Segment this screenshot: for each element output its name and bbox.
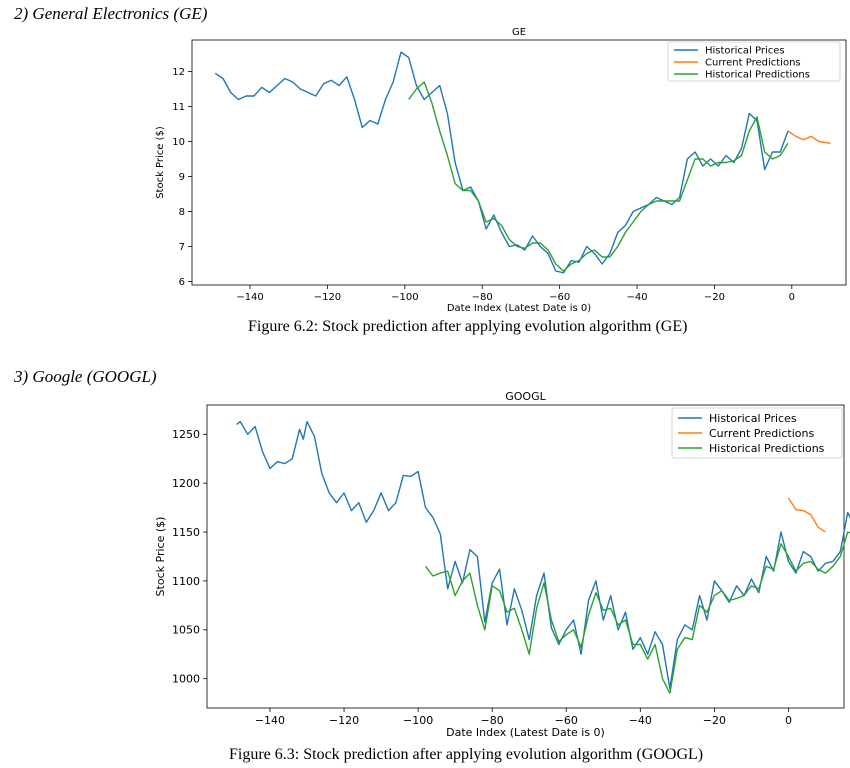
- y-tick-label: 1000: [172, 673, 200, 686]
- series-line-2: [424, 531, 850, 694]
- y-tick-label: 8: [179, 207, 185, 218]
- x-tick-label: −120: [314, 292, 341, 303]
- x-tick-label: −120: [329, 714, 359, 727]
- series-line-2: [408, 81, 789, 272]
- x-tick-label: 0: [789, 292, 795, 303]
- x-tick-label: −60: [549, 292, 570, 303]
- series-line-1: [787, 497, 826, 533]
- x-tick-label: −40: [629, 714, 652, 727]
- y-tick-label: 6: [179, 277, 185, 288]
- y-tick-label: 1050: [172, 624, 200, 637]
- x-tick-label: 0: [785, 714, 792, 727]
- section-heading-ge: 2) General Electronics (GE): [14, 4, 208, 23]
- y-tick-label: 10: [172, 137, 185, 148]
- y-tick-label: 9: [179, 172, 185, 183]
- legend-box: [671, 407, 843, 459]
- section-heading-googl: 3) Google (GOOGL): [14, 367, 157, 386]
- legend-label: Current Predictions: [709, 427, 814, 440]
- x-tick-label: −20: [704, 292, 725, 303]
- x-tick-label: −140: [236, 292, 263, 303]
- plot-frame: [206, 404, 845, 709]
- figure-caption-ge: Figure 6.2: Stock prediction after apply…: [248, 318, 688, 335]
- series-line-1: [787, 130, 831, 144]
- x-tick-label: −80: [472, 292, 493, 303]
- legend-label: Current Predictions: [705, 58, 801, 69]
- x-tick-label: −40: [626, 292, 647, 303]
- series-line-0: [214, 51, 789, 274]
- y-tick-label: 1150: [172, 526, 200, 539]
- y-tick-label: 1100: [172, 575, 200, 588]
- x-tick-label: −100: [403, 714, 433, 727]
- y-tick-label: 1250: [172, 428, 200, 441]
- x-tick-label: −60: [555, 714, 578, 727]
- plot-frame: [191, 39, 847, 286]
- legend-label: Historical Predictions: [709, 442, 825, 455]
- figure-caption-googl: Figure 6.3: Stock prediction after apply…: [229, 746, 704, 763]
- x-axis-label: Date Index (Latest Date is 0): [447, 303, 591, 314]
- chart-title: GE: [512, 27, 526, 38]
- y-tick-label: 11: [172, 102, 185, 113]
- legend-label: Historical Predictions: [705, 70, 810, 81]
- y-tick-label: 12: [172, 67, 185, 78]
- x-tick-label: −20: [703, 714, 726, 727]
- googl-chart: GOOGL −140 −120 −100 −80 −60 −40 −20 0 1000 1050 11…: [154, 390, 850, 739]
- series-line-0: [236, 420, 850, 690]
- legend-label: Historical Prices: [705, 46, 785, 57]
- y-axis-label: Stock Price ($): [155, 126, 166, 199]
- legend-box: [667, 41, 841, 82]
- x-tick-label: −80: [481, 714, 504, 727]
- x-axis-label: Date Index (Latest Date is 0): [446, 726, 605, 739]
- y-axis-label: Stock Price ($): [154, 517, 167, 597]
- x-tick-label: −100: [391, 292, 418, 303]
- y-tick-label: 7: [179, 242, 185, 253]
- y-tick-label: 1200: [172, 477, 200, 490]
- ge-chart: GE −140 −120 −100 −80 −60 −40 −20 0 6 7 8 9 10 11 12 Dat…: [155, 27, 847, 314]
- legend-label: Historical Prices: [709, 412, 797, 425]
- chart-title: GOOGL: [505, 390, 546, 403]
- x-tick-label: −140: [255, 714, 285, 727]
